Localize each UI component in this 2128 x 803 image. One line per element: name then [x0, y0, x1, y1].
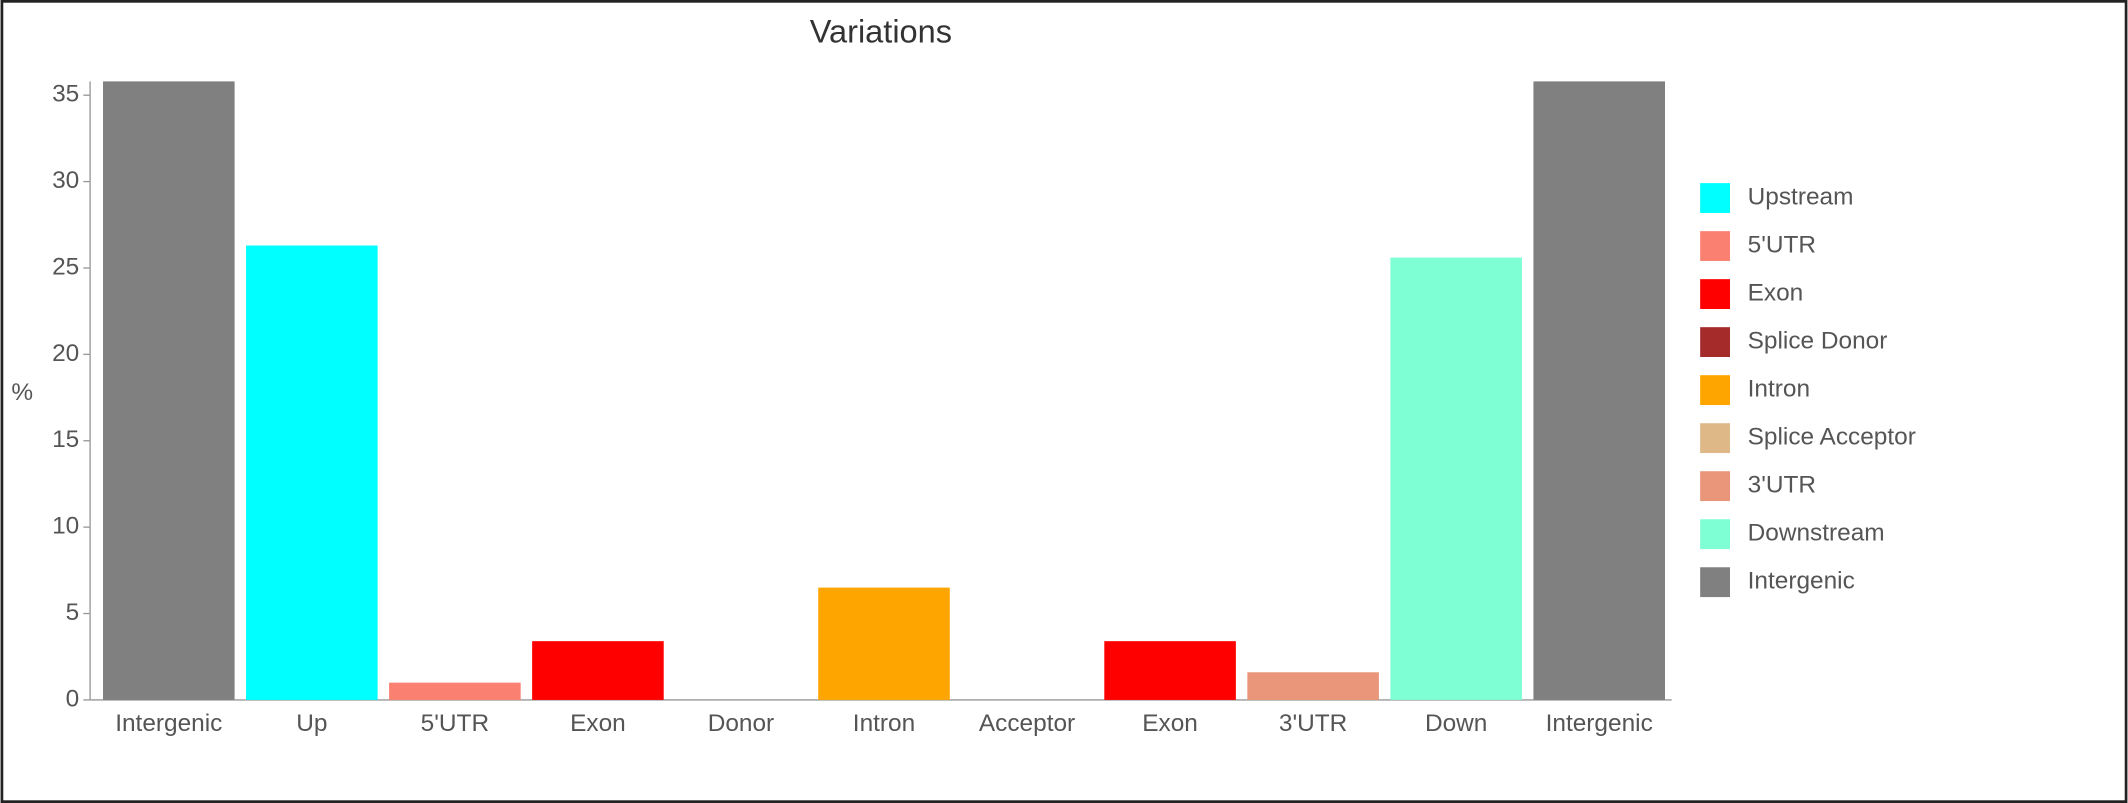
x-tick-label: Exon — [1142, 710, 1198, 737]
x-tick-label: 3'UTR — [1279, 710, 1347, 737]
x-tick-label: Exon — [570, 710, 626, 737]
x-tick-label: Intron — [853, 710, 915, 737]
bar — [1390, 257, 1522, 700]
y-tick-label: 5 — [66, 599, 80, 626]
y-tick-label: 15 — [52, 426, 79, 453]
x-tick-label: Down — [1425, 710, 1487, 737]
legend-swatch — [1700, 183, 1731, 213]
y-tick-label: 35 — [52, 81, 79, 108]
bar — [103, 81, 235, 700]
legend-label: Downstream — [1748, 520, 1885, 547]
y-tick-label: 0 — [66, 685, 80, 712]
legend-swatch — [1700, 423, 1731, 454]
bar — [1104, 641, 1236, 700]
y-tick-label: 20 — [52, 340, 79, 367]
legend-label: Splice Donor — [1748, 328, 1888, 355]
legend-label: 5'UTR — [1748, 232, 1816, 259]
legend-label: Intergenic — [1748, 568, 1855, 595]
legend-swatch — [1700, 519, 1731, 550]
x-tick-label: Intergenic — [115, 710, 222, 737]
bar — [1533, 81, 1665, 700]
legend-label: Exon — [1748, 280, 1804, 307]
legend-label: 3'UTR — [1748, 472, 1816, 499]
legend-swatch — [1700, 471, 1731, 502]
bar — [1247, 672, 1379, 700]
bar — [532, 641, 664, 700]
legend-label: Intron — [1748, 376, 1810, 403]
x-tick-label: Intergenic — [1546, 710, 1653, 737]
legend-swatch — [1700, 375, 1731, 406]
x-tick-label: Donor — [708, 710, 774, 737]
legend-swatch — [1700, 279, 1731, 309]
y-tick-label: 25 — [52, 253, 79, 280]
legend-swatch — [1700, 231, 1731, 261]
chart-title: Variations — [810, 14, 952, 50]
legend-swatch — [1700, 327, 1731, 358]
y-tick-label: 10 — [52, 513, 79, 540]
legend-label: Splice Acceptor — [1748, 424, 1916, 451]
x-tick-label: Up — [296, 710, 327, 737]
y-axis-label: % — [11, 379, 33, 406]
legend-swatch — [1700, 567, 1731, 598]
legend-label: Upstream — [1748, 183, 1854, 210]
x-tick-label: 5'UTR — [421, 710, 489, 737]
bar — [389, 682, 521, 700]
x-tick-label: Acceptor — [979, 710, 1075, 737]
y-tick-label: 30 — [52, 167, 79, 194]
bar — [818, 587, 950, 700]
bar — [246, 245, 378, 700]
